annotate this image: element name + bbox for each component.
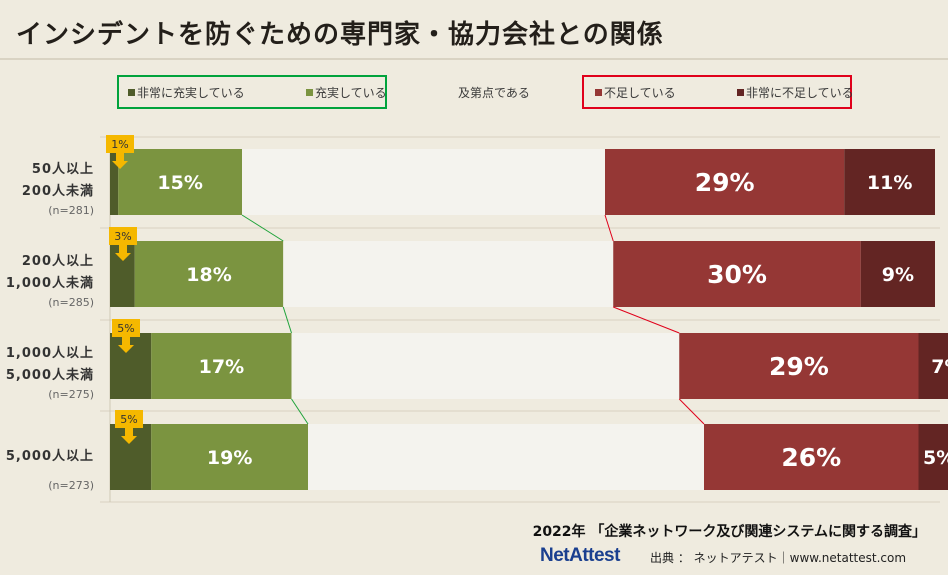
bar-label-very-insufficient: 5%: [923, 447, 948, 469]
bar-segment: [918, 333, 948, 399]
bar-segment: [918, 424, 948, 490]
category-label: 5,000人未満: [6, 367, 94, 383]
title-divider: [0, 58, 948, 60]
survey-source: 2022年 「企業ネットワーク及び関連システムに関する調査」: [532, 524, 926, 540]
bar-label-sufficient: 18%: [186, 264, 231, 286]
callout-label: 3%: [114, 230, 131, 243]
category-label: 50人以上: [32, 161, 94, 177]
bar-segment: [844, 149, 935, 215]
bar-label-very-insufficient: 7%: [931, 356, 948, 378]
sample-size-label: (n=275): [48, 388, 94, 401]
callout-arrow: [115, 245, 131, 261]
bar-label-very-insufficient: 9%: [882, 264, 914, 286]
connector-positive: [291, 398, 309, 425]
callout-arrow: [118, 337, 134, 353]
legend-swatch: [128, 89, 135, 96]
bar-segment: [118, 149, 242, 215]
connector-negative: [604, 214, 614, 242]
legend-box-positive: [117, 75, 387, 109]
legend-label: 充実している: [315, 85, 387, 100]
callout-label: 5%: [120, 413, 137, 426]
bar-label-insufficient: 26%: [781, 443, 841, 472]
sample-size-label: (n=281): [48, 204, 94, 217]
callout-label: 1%: [111, 138, 128, 151]
sample-size-label: (n=273): [48, 479, 94, 492]
legend-label: 非常に不足している: [746, 86, 854, 100]
bar-segment: [291, 333, 680, 399]
bar-segment: [134, 241, 284, 307]
category-label: 200人未満: [22, 183, 94, 199]
legend-swatch: [306, 89, 313, 96]
legend-label: 及第点である: [458, 86, 530, 100]
bar-segment: [283, 241, 614, 307]
callout-arrow: [121, 428, 137, 444]
bar-label-very-insufficient: 11%: [867, 172, 912, 194]
category-label: 1,000人未満: [6, 275, 94, 291]
legend-label: 不足している: [604, 86, 676, 100]
bar-segment: [613, 241, 861, 307]
connector-negative: [678, 398, 705, 425]
category-label: 200人以上: [22, 253, 94, 269]
bar-segment: [151, 333, 292, 399]
bar-segment: [308, 424, 704, 490]
bar-segment: [110, 149, 119, 215]
connector-positive: [241, 214, 284, 242]
legend-label: 非常に充実している: [137, 85, 245, 100]
bar-label-insufficient: 29%: [695, 168, 755, 197]
bar-segment: [242, 149, 605, 215]
category-label: 1,000人以上: [6, 345, 94, 361]
bar-segment: [605, 149, 845, 215]
callout-box: [109, 227, 137, 245]
legend-swatch: [595, 89, 602, 96]
connector-positive: [282, 306, 292, 334]
bar-segment: [151, 424, 308, 490]
bar-label-sufficient: 17%: [199, 356, 244, 378]
bar-label-insufficient: 30%: [707, 260, 767, 289]
bar-segment: [860, 241, 935, 307]
connector-negative: [613, 306, 680, 334]
callout-arrow: [112, 153, 128, 169]
legend-swatch: [737, 89, 744, 96]
category-label: 5,000人以上: [6, 448, 94, 464]
bar-segment: [704, 424, 919, 490]
source-credit: 出典 ： ネットアテスト｜www.netattest.com: [650, 551, 907, 565]
callout-box: [112, 319, 140, 337]
bar-label-insufficient: 29%: [769, 352, 829, 381]
callout-label: 5%: [117, 322, 134, 335]
bar-label-sufficient: 15%: [157, 172, 202, 194]
chart-title: インシデントを防ぐための専門家・協力会社との関係: [16, 20, 664, 50]
legend-box-negative: [582, 75, 852, 109]
callout-box: [115, 410, 143, 428]
bar-segment: [110, 333, 152, 399]
bar-segment: [679, 333, 919, 399]
netattest-logo: NetAttest: [540, 545, 620, 566]
sample-size-label: (n=285): [48, 296, 94, 309]
callout-box: [106, 135, 134, 153]
bar-label-sufficient: 19%: [207, 447, 252, 469]
